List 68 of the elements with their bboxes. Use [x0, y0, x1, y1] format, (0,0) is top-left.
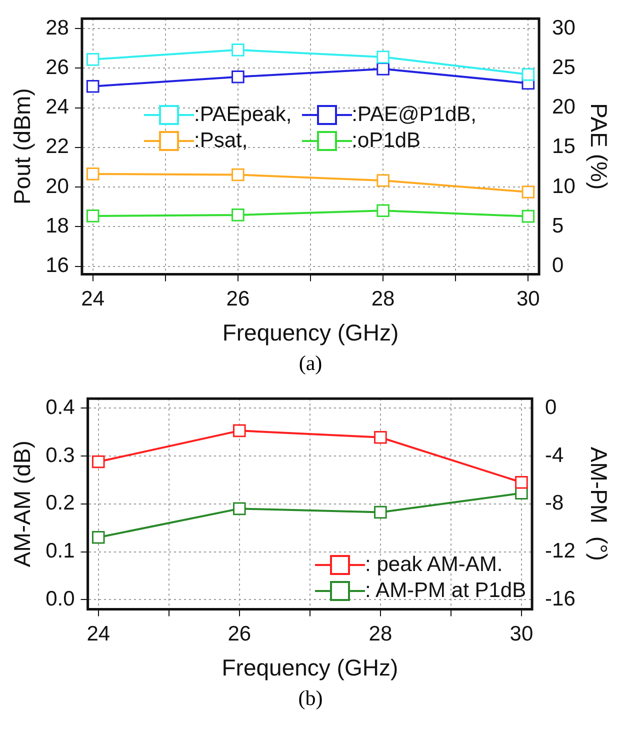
x-tick-label: 26: [226, 288, 250, 311]
x-tick-label: 24: [81, 288, 105, 311]
x-tick-label: 28: [368, 622, 392, 646]
legend-label: :oP1dB: [352, 129, 421, 154]
point: [232, 502, 246, 516]
y2-tick-label: 0: [552, 254, 564, 278]
point: [376, 204, 390, 218]
y-axis-title: Pout (dBm): [9, 88, 36, 205]
point: [232, 168, 244, 182]
point: [86, 210, 100, 222]
x-tick-label: 26: [228, 622, 252, 646]
point: [374, 506, 387, 519]
point: [376, 62, 390, 76]
y-tick-label: 0.0: [46, 587, 75, 610]
y2-tick-label: -12: [545, 540, 576, 563]
y-tick-label: 16: [46, 254, 69, 278]
legend-label: :PAEpeak,: [194, 103, 292, 128]
y-axis-title: AM-AM (dB): [9, 440, 36, 568]
point: [232, 70, 244, 84]
y2-tick-label: 20: [552, 96, 576, 119]
point: [374, 430, 387, 444]
point: [86, 168, 100, 180]
y2-tick-label: 10: [552, 174, 576, 198]
legend-label: :Psat,: [194, 129, 248, 154]
y2-tick-label: -16: [545, 587, 576, 610]
x-axis-title: Frequency (GHz): [222, 320, 399, 346]
legend-label: : peak AM-AM.: [365, 553, 503, 578]
point: [86, 80, 100, 93]
x-axis-title: Frequency (GHz): [222, 654, 398, 681]
legend-label: :PAE@P1dB,: [352, 103, 476, 128]
point: [92, 530, 105, 544]
point: [232, 208, 244, 222]
text: (b): [297, 685, 324, 712]
point: [515, 476, 528, 489]
legend-label: : AM-PM at P1dB: [365, 579, 526, 604]
y-tick-label: 0.3: [46, 444, 75, 467]
y2-tick-label: 25: [552, 56, 576, 79]
point: [232, 424, 246, 438]
y-tick-label: 0.2: [46, 492, 75, 515]
y-tick-label: 26: [46, 56, 69, 79]
y-tick-label: 22: [46, 135, 69, 158]
point: [86, 53, 100, 66]
y-tick-label: 28: [46, 16, 69, 40]
y2-tick-label: 30: [552, 16, 576, 40]
point: [522, 68, 535, 81]
point: [376, 174, 390, 187]
point: [522, 210, 535, 223]
x-tick-label: 28: [371, 288, 395, 311]
x-tick-label: 30: [516, 288, 540, 311]
y2-axis-title: PAE (%): [586, 103, 612, 190]
y-tick-label: 20: [46, 174, 69, 198]
y-tick-label: 18: [46, 214, 69, 238]
point: [232, 44, 244, 56]
point: [376, 50, 390, 64]
point: [92, 455, 105, 468]
y2-tick-label: 5: [552, 214, 564, 238]
y2-tick-label: 15: [552, 135, 576, 158]
x-tick-label: 24: [86, 622, 110, 646]
x-tick-label: 30: [510, 622, 534, 646]
y2-tick-label: 0: [545, 396, 557, 419]
y-tick-label: 0.1: [46, 540, 75, 563]
point: [522, 186, 535, 198]
y2-tick-label: -8: [545, 492, 564, 515]
y2-axis-title: AM-PM (°): [586, 446, 612, 561]
y-tick-label: 0.4: [46, 396, 76, 419]
y2-tick-label: -4: [545, 444, 564, 467]
y-tick-label: 24: [46, 96, 70, 119]
text: (a): [298, 350, 324, 377]
